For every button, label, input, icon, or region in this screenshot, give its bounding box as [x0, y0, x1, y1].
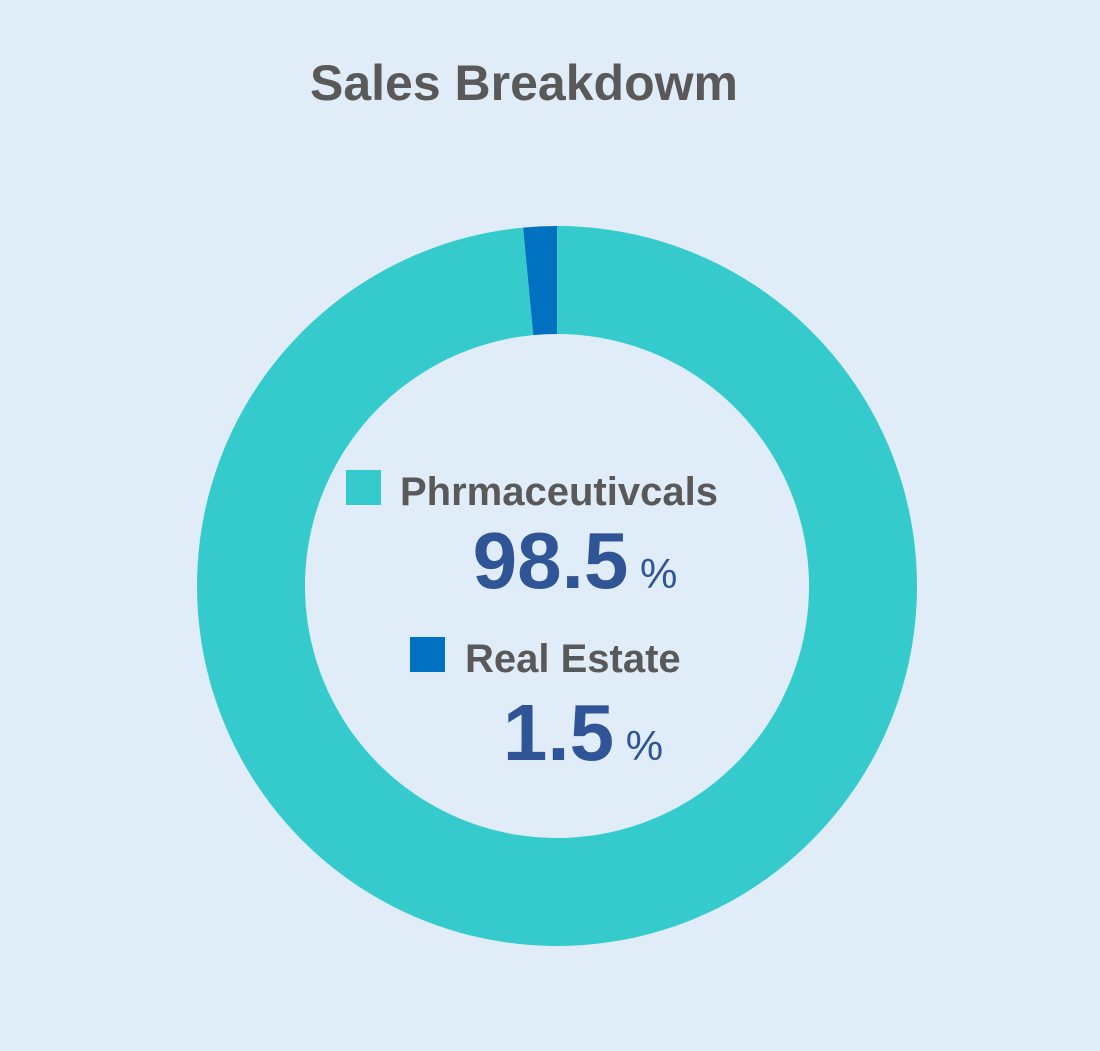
- value-label: 98.5 %: [473, 516, 678, 605]
- chart-title: Sales Breakdowm: [310, 55, 738, 111]
- legend-label: Real Estate: [465, 637, 681, 681]
- value-label: 1.5 %: [503, 688, 663, 777]
- legend-label: Phrmaceutivcals: [400, 470, 718, 514]
- donut-slice: [523, 226, 557, 336]
- legend-swatch: [346, 470, 381, 505]
- donut-slice: [196, 226, 917, 947]
- legend-swatch: [410, 637, 445, 672]
